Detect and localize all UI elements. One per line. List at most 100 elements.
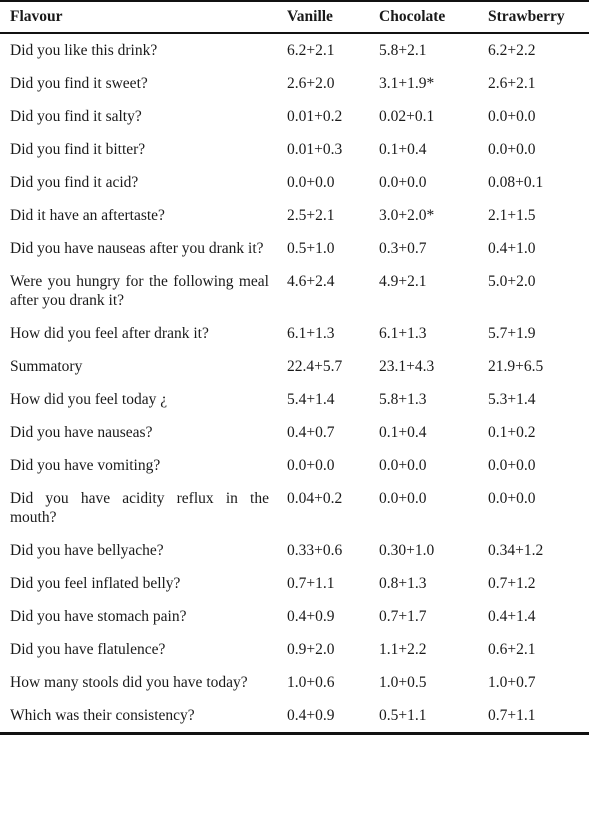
cell-vanille: 2.5+2.1 [287,207,335,224]
cell-chocolate: 3.1+1.9* [379,75,435,92]
cell-vanille: 22.4+5.7 [287,358,343,375]
header-flavour: Flavour [0,1,279,34]
row-question: How many stools did you have today? [10,674,248,691]
row-question: Summatory [10,358,83,375]
cell-strawberry: 0.4+1.4 [488,608,536,625]
cell-chocolate: 0.0+0.0 [379,490,427,507]
row-question: Did you have nauseas after you drank it? [10,240,264,257]
cell-strawberry: 0.0+0.0 [488,490,536,507]
cell-chocolate: 3.0+2.0* [379,207,435,224]
cell-vanille: 0.7+1.1 [287,575,335,592]
cell-strawberry: 5.7+1.9 [488,325,536,342]
cell-vanille: 0.01+0.3 [287,141,343,158]
cell-vanille: 2.6+2.0 [287,75,335,92]
cell-chocolate: 5.8+2.1 [379,42,427,59]
table-row: Did you find it sweet? 2.6+2.0 3.1+1.9* 2.6… [0,67,589,100]
cell-strawberry: 0.7+1.2 [488,575,536,592]
row-question: Did you have acidity reflux in the mouth… [10,490,269,526]
table-row: Did you have flatulence? 0.9+2.0 1.1+2.2 0.… [0,633,589,666]
row-question: Did you have flatulence? [10,641,166,658]
cell-vanille: 5.4+1.4 [287,391,335,408]
row-question: Were you hungry for the following meal a… [10,273,269,309]
cell-vanille: 0.4+0.9 [279,699,371,735]
row-question: Did you find it bitter? [10,141,146,158]
table-header: Flavour Vanille Chocolate Strawberry [0,1,589,34]
cell-chocolate: 23.1+4.3 [379,358,435,375]
table-row: Did you find it salty? 0.01+0.2 0.02+0.1 0.… [0,100,589,133]
row-question: Did you find it salty? [10,108,142,125]
row-question: Did you find it acid? [10,174,139,191]
cell-chocolate: 0.8+1.3 [379,575,427,592]
cell-strawberry: 0.0+0.0 [488,457,536,474]
cell-chocolate: 0.0+0.0 [379,174,427,191]
header-chocolate: Chocolate [371,1,480,34]
header-vanille: Vanille [279,1,371,34]
cell-vanille: 4.6+2.4 [287,273,335,290]
cell-strawberry: 6.2+2.2 [488,42,536,59]
cell-vanille: 6.2+2.1 [287,42,335,59]
flavour-comparison-table: Flavour Vanille Chocolate Strawberry Did… [0,1,589,735]
table-row: Did you have stomach pain? 0.4+0.9 0.7+1.7… [0,600,589,633]
row-question: Did you have stomach pain? [10,608,187,625]
cell-chocolate: 0.02+0.1 [379,108,435,125]
cell-chocolate: 0.1+0.4 [379,424,427,441]
row-question: How did you feel today ¿ [10,391,168,408]
table-body: Did you like this drink? 6.2+2.1 5.8+2.1 6.… [0,33,589,735]
cell-chocolate: 1.0+0.5 [379,674,427,691]
table-row: Did you have vomiting? 0.0+0.0 0.0+0.0 0.0+… [0,449,589,482]
cell-vanille: 6.1+1.3 [287,325,335,342]
cell-vanille: 0.0+0.0 [287,174,335,191]
table-row: Did you have acidity reflux in the mouth… [0,482,589,534]
cell-vanille: 0.01+0.2 [287,108,343,125]
cell-vanille: 0.4+0.7 [287,424,335,441]
cell-strawberry: 1.0+0.7 [488,674,536,691]
cell-vanille: 0.9+2.0 [287,641,335,658]
table-row: Did you have nauseas after you drank it?… [0,232,589,265]
cell-vanille: 1.0+0.6 [287,674,335,691]
table-row: How many stools did you have today? 1.0+0… [0,666,589,699]
table-row: Summatory 22.4+5.7 23.1+4.3 21.9+6.5 [0,350,589,383]
cell-strawberry: 0.4+1.0 [488,240,536,257]
cell-chocolate: 0.5+1.1 [371,699,480,735]
cell-chocolate: 0.1+0.4 [379,141,427,158]
cell-strawberry: 21.9+6.5 [488,358,544,375]
row-question: Did you feel inflated belly? [10,575,181,592]
cell-strawberry: 0.08+0.1 [488,174,544,191]
cell-strawberry: 5.3+1.4 [488,391,536,408]
header-row: Flavour Vanille Chocolate Strawberry [0,1,589,34]
table-row: Did it have an aftertaste? 2.5+2.1 3.0+2.0… [0,199,589,232]
cell-strawberry: 0.6+2.1 [488,641,536,658]
cell-vanille: 0.0+0.0 [287,457,335,474]
row-question: Did you find it sweet? [10,75,148,92]
row-question: Which was their consistency? [0,699,279,735]
cell-vanille: 0.5+1.0 [287,240,335,257]
cell-chocolate: 1.1+2.2 [379,641,427,658]
cell-strawberry: 5.0+2.0 [488,273,536,290]
table-row: Did you like this drink? 6.2+2.1 5.8+2.1 6.… [0,33,589,67]
cell-vanille: 0.04+0.2 [287,490,343,507]
cell-strawberry: 0.1+0.2 [488,424,536,441]
table-row: Did you feel inflated belly? 0.7+1.1 0.8+1… [0,567,589,600]
header-strawberry: Strawberry [480,1,589,34]
row-question: Did you have bellyache? [10,542,164,559]
cell-chocolate: 0.0+0.0 [379,457,427,474]
cell-chocolate: 6.1+1.3 [379,325,427,342]
row-question: Did it have an aftertaste? [10,207,165,224]
table-row: Did you find it bitter? 0.01+0.3 0.1+0.4 0.… [0,133,589,166]
row-question: Did you have nauseas? [10,424,153,441]
row-question: How did you feel after drank it? [10,325,209,342]
cell-chocolate: 4.9+2.1 [379,273,427,290]
cell-chocolate: 0.30+1.0 [379,542,435,559]
cell-strawberry: 0.34+1.2 [488,542,544,559]
cell-strawberry: 2.6+2.1 [488,75,536,92]
table-row: How did you feel today ¿ 5.4+1.4 5.8+1.3 5.… [0,383,589,416]
table-row: Which was their consistency? 0.4+0.9 0.5+1… [0,699,589,735]
cell-strawberry: 0.7+1.1 [480,699,589,735]
cell-chocolate: 5.8+1.3 [379,391,427,408]
table-row: How did you feel after drank it? 6.1+1.3 6… [0,317,589,350]
row-question: Did you have vomiting? [10,457,161,474]
table-row: Were you hungry for the following meal a… [0,265,589,317]
table-row: Did you find it acid? 0.0+0.0 0.0+0.0 0.08+… [0,166,589,199]
cell-chocolate: 0.7+1.7 [379,608,427,625]
